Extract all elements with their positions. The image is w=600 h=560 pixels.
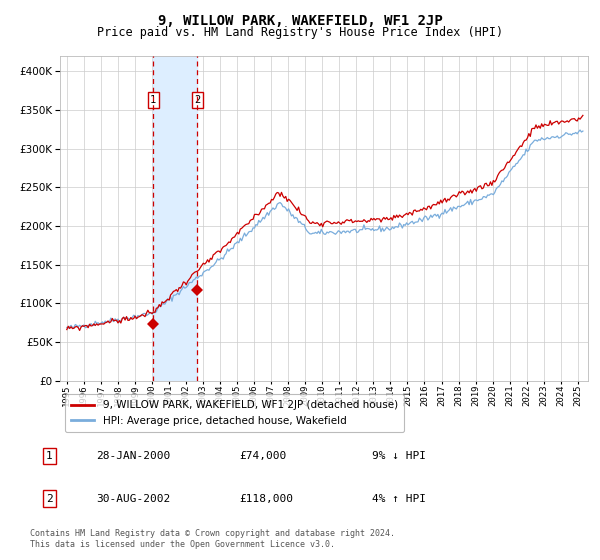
- Text: 9% ↓ HPI: 9% ↓ HPI: [372, 451, 426, 461]
- Text: 28-JAN-2000: 28-JAN-2000: [96, 451, 170, 461]
- Bar: [154, 56, 197, 381]
- Text: Price paid vs. HM Land Registry's House Price Index (HPI): Price paid vs. HM Land Registry's House …: [97, 26, 503, 39]
- Text: Contains HM Land Registry data © Crown copyright and database right 2024.
This d: Contains HM Land Registry data © Crown c…: [30, 529, 395, 549]
- Text: 4% ↑ HPI: 4% ↑ HPI: [372, 493, 426, 503]
- Text: 9, WILLOW PARK, WAKEFIELD, WF1 2JP: 9, WILLOW PARK, WAKEFIELD, WF1 2JP: [158, 14, 442, 28]
- Text: 2: 2: [194, 95, 200, 105]
- Text: £118,000: £118,000: [240, 493, 294, 503]
- Text: 1: 1: [150, 95, 157, 105]
- Text: 30-AUG-2002: 30-AUG-2002: [96, 493, 170, 503]
- Text: 1: 1: [46, 451, 53, 461]
- Text: £74,000: £74,000: [240, 451, 287, 461]
- Legend: 9, WILLOW PARK, WAKEFIELD, WF1 2JP (detached house), HPI: Average price, detache: 9, WILLOW PARK, WAKEFIELD, WF1 2JP (deta…: [65, 394, 404, 432]
- Text: 2: 2: [46, 493, 53, 503]
